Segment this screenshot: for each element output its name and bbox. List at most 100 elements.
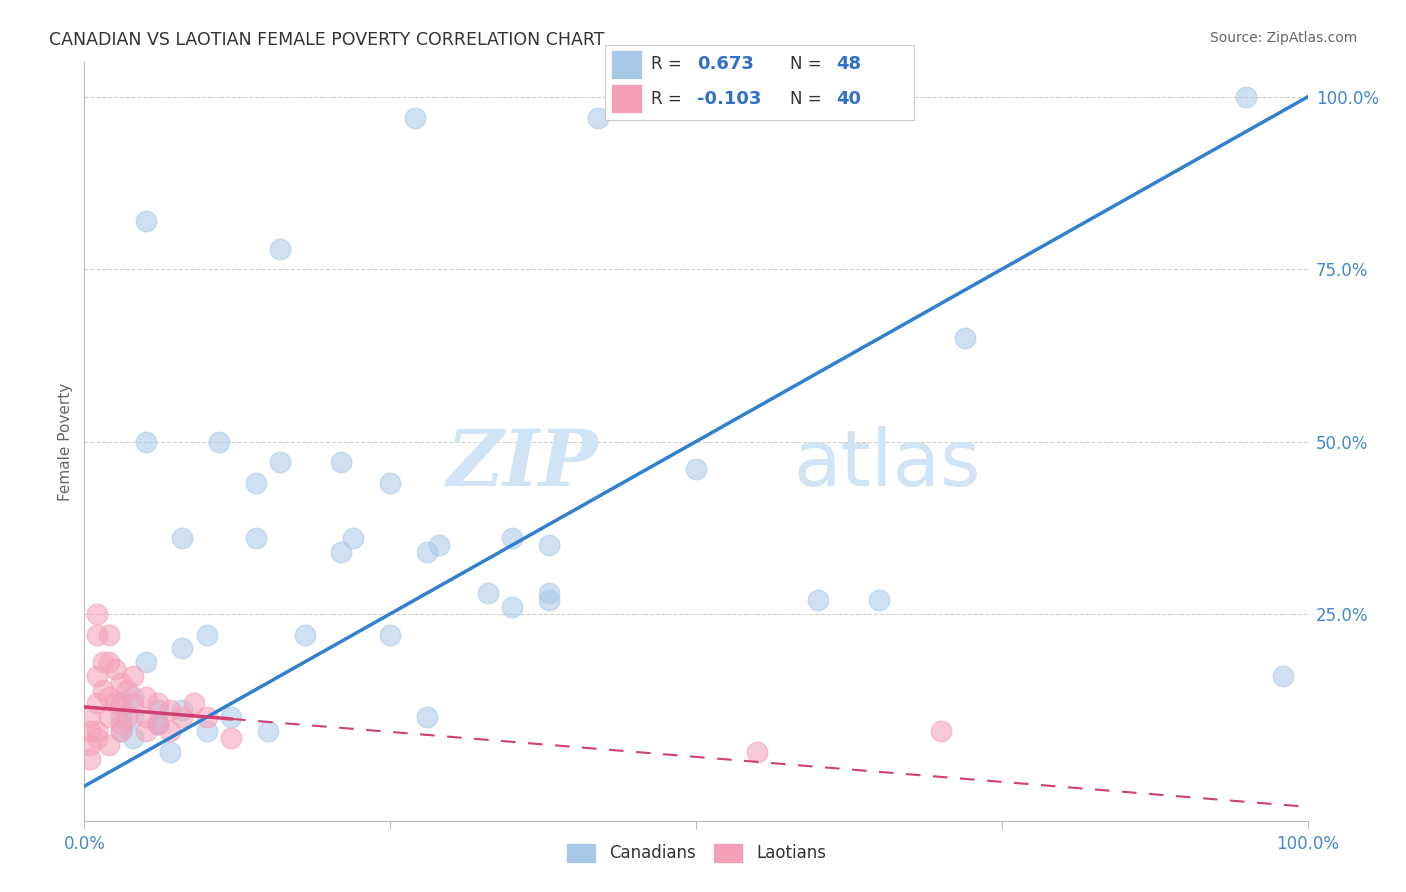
Point xyxy=(135,724,157,739)
Point xyxy=(97,655,120,669)
Point xyxy=(269,242,291,256)
Point xyxy=(172,531,194,545)
Point xyxy=(135,710,157,724)
Point xyxy=(79,738,101,752)
Text: 40: 40 xyxy=(837,90,862,108)
Point xyxy=(135,690,157,704)
Point xyxy=(146,717,169,731)
Point xyxy=(104,697,127,711)
Point xyxy=(219,731,242,745)
Point xyxy=(122,731,145,745)
Point xyxy=(477,586,499,600)
Point xyxy=(86,607,108,621)
Point xyxy=(91,682,114,697)
Text: 48: 48 xyxy=(837,55,862,73)
Point xyxy=(146,703,169,717)
Point xyxy=(330,545,353,559)
Point xyxy=(122,697,145,711)
Point xyxy=(159,745,181,759)
Point xyxy=(416,545,439,559)
Point xyxy=(86,669,108,683)
Text: 0.673: 0.673 xyxy=(697,55,754,73)
Point xyxy=(172,710,194,724)
Point xyxy=(427,538,450,552)
Point xyxy=(110,710,132,724)
Point xyxy=(86,724,108,739)
Point xyxy=(807,593,830,607)
Point xyxy=(245,531,267,545)
Point xyxy=(110,717,132,731)
Text: CANADIAN VS LAOTIAN FEMALE POVERTY CORRELATION CHART: CANADIAN VS LAOTIAN FEMALE POVERTY CORRE… xyxy=(49,31,605,49)
Point xyxy=(110,724,132,739)
Point xyxy=(929,724,952,739)
Point xyxy=(586,111,609,125)
Point xyxy=(183,697,205,711)
Point xyxy=(122,669,145,683)
Point xyxy=(159,724,181,739)
Text: N =: N = xyxy=(790,55,821,73)
Point xyxy=(747,745,769,759)
Point xyxy=(97,738,120,752)
Point xyxy=(502,599,524,614)
Point xyxy=(1236,90,1258,104)
Point xyxy=(208,434,231,449)
Point xyxy=(380,475,402,490)
Point xyxy=(1272,669,1295,683)
Point xyxy=(257,724,280,739)
Point xyxy=(122,690,145,704)
Point xyxy=(502,531,524,545)
Point xyxy=(86,627,108,641)
Point xyxy=(172,641,194,656)
Point xyxy=(104,662,127,676)
Point xyxy=(86,697,108,711)
Point xyxy=(538,538,561,552)
Point xyxy=(380,627,402,641)
Point xyxy=(97,690,120,704)
Point xyxy=(135,434,157,449)
Point xyxy=(146,717,169,731)
Point xyxy=(159,703,181,717)
Text: atlas: atlas xyxy=(794,426,981,502)
Legend: Canadians, Laotians: Canadians, Laotians xyxy=(560,837,832,869)
Point xyxy=(869,593,891,607)
Point xyxy=(97,627,120,641)
Text: -0.103: -0.103 xyxy=(697,90,762,108)
Point xyxy=(219,710,242,724)
Point xyxy=(146,697,169,711)
Point xyxy=(115,710,138,724)
Bar xyxy=(610,50,641,78)
Point xyxy=(342,531,364,545)
Point xyxy=(91,655,114,669)
Point xyxy=(404,111,426,125)
Point xyxy=(538,586,561,600)
Point xyxy=(79,724,101,739)
Text: Source: ZipAtlas.com: Source: ZipAtlas.com xyxy=(1209,31,1357,45)
Point xyxy=(195,710,218,724)
Point xyxy=(195,627,218,641)
Point xyxy=(146,717,169,731)
Point xyxy=(115,682,138,697)
Point xyxy=(294,627,316,641)
Text: N =: N = xyxy=(790,90,821,108)
Point xyxy=(79,751,101,765)
Point xyxy=(172,703,194,717)
Point xyxy=(538,593,561,607)
Point xyxy=(97,710,120,724)
Point xyxy=(110,675,132,690)
Point xyxy=(269,455,291,469)
Point xyxy=(953,331,976,345)
Point xyxy=(79,710,101,724)
Point xyxy=(135,214,157,228)
Point xyxy=(86,731,108,745)
Point xyxy=(330,455,353,469)
Point xyxy=(685,462,707,476)
Point xyxy=(122,710,145,724)
Y-axis label: Female Poverty: Female Poverty xyxy=(58,383,73,500)
Point xyxy=(416,710,439,724)
Text: R =: R = xyxy=(651,90,682,108)
Point xyxy=(195,724,218,739)
Text: ZIP: ZIP xyxy=(447,426,598,502)
Point xyxy=(245,475,267,490)
Point xyxy=(110,697,132,711)
Bar xyxy=(610,84,641,112)
